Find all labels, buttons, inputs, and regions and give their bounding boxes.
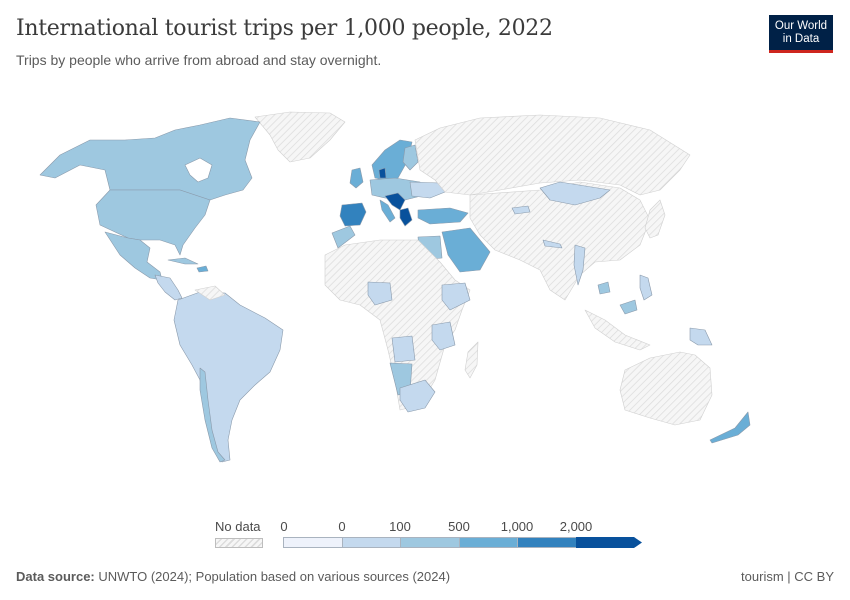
legend-bin-5[interactable]	[575, 537, 634, 548]
data-source: Data source: UNWTO (2024); Population ba…	[16, 569, 450, 584]
world-map[interactable]	[0, 95, 850, 515]
region-nepal[interactable]	[542, 239, 563, 249]
region-indonesia-nodata[interactable]	[584, 309, 651, 351]
region-uk[interactable]	[349, 167, 364, 189]
region-japan-nodata[interactable]	[644, 199, 666, 239]
region-new-zealand[interactable]	[709, 411, 751, 444]
region-mongolia[interactable]	[539, 181, 611, 206]
license-text[interactable]: tourism | CC BY	[741, 569, 834, 584]
region-nigeria[interactable]	[367, 281, 393, 306]
region-malaysia[interactable]	[619, 299, 638, 315]
hudson-bay	[184, 157, 213, 183]
region-south-america[interactable]	[173, 291, 284, 463]
region-tanzania[interactable]	[431, 321, 456, 351]
region-canada[interactable]	[39, 117, 261, 201]
region-finland[interactable]	[402, 144, 419, 171]
legend-bin-0[interactable]	[283, 537, 342, 548]
region-dominican-republic[interactable]	[196, 265, 209, 273]
region-mexico[interactable]	[104, 231, 163, 281]
chart-title: International tourist trips per 1,000 pe…	[16, 16, 553, 41]
legend-bin-3[interactable]	[458, 537, 517, 548]
legend-tick-4: 1,000	[500, 519, 534, 534]
region-ukraine[interactable]	[409, 181, 446, 199]
logo-line-1: Our World	[774, 20, 828, 32]
region-cambodia[interactable]	[597, 281, 611, 295]
legend-bin-2[interactable]	[400, 537, 459, 548]
region-greenland[interactable]	[254, 111, 346, 163]
no-data-swatch[interactable]	[215, 538, 263, 548]
region-central-america[interactable]	[154, 274, 183, 301]
region-philippines[interactable]	[639, 274, 653, 301]
region-spain[interactable]	[339, 202, 367, 227]
region-kyrgyzstan[interactable]	[511, 205, 531, 215]
region-myanmar[interactable]	[573, 244, 586, 286]
region-south-africa[interactable]	[399, 379, 436, 413]
region-denmark[interactable]	[378, 167, 387, 179]
region-ethiopia[interactable]	[441, 282, 471, 311]
legend-arrow-icon	[634, 537, 642, 548]
region-greece[interactable]	[399, 207, 413, 227]
legend-tick-3: 500	[448, 519, 470, 534]
legend-tick-1: 0	[338, 519, 346, 534]
region-chile[interactable]	[199, 367, 226, 463]
region-italy[interactable]	[379, 199, 396, 223]
region-united-states[interactable]	[95, 189, 211, 256]
data-source-label: Data source:	[16, 569, 95, 584]
owid-logo[interactable]: Our World in Data	[769, 15, 833, 53]
region-saudi-arabia[interactable]	[441, 227, 491, 273]
chart-subtitle: Trips by people who arrive from abroad a…	[16, 52, 382, 68]
region-russia[interactable]	[414, 114, 691, 196]
region-australia[interactable]	[619, 351, 713, 426]
region-venezuela-nodata[interactable]	[194, 285, 226, 301]
region-austria-croatia[interactable]	[384, 192, 406, 211]
region-africa-nodata[interactable]	[324, 239, 471, 411]
region-papua-new-guinea[interactable]	[689, 327, 713, 346]
region-turkey[interactable]	[417, 207, 469, 225]
region-madagascar-nodata[interactable]	[464, 341, 479, 379]
legend-bins	[283, 537, 634, 548]
region-angola[interactable]	[391, 335, 416, 363]
legend-bin-1[interactable]	[341, 537, 400, 548]
data-source-text[interactable]: UNWTO (2024); Population based on variou…	[98, 569, 451, 584]
legend-tick-2: 100	[389, 519, 411, 534]
color-legend: No data 0 0 100 500 1,000 2,000	[0, 515, 850, 555]
legend-bin-4[interactable]	[517, 537, 576, 548]
legend-tick-0: 0	[280, 519, 288, 534]
region-cuba[interactable]	[167, 257, 199, 265]
legend-tick-5: 2,000	[559, 519, 593, 534]
logo-line-2: in Data	[782, 33, 820, 45]
no-data-label: No data	[215, 519, 261, 534]
region-morocco[interactable]	[331, 225, 356, 249]
